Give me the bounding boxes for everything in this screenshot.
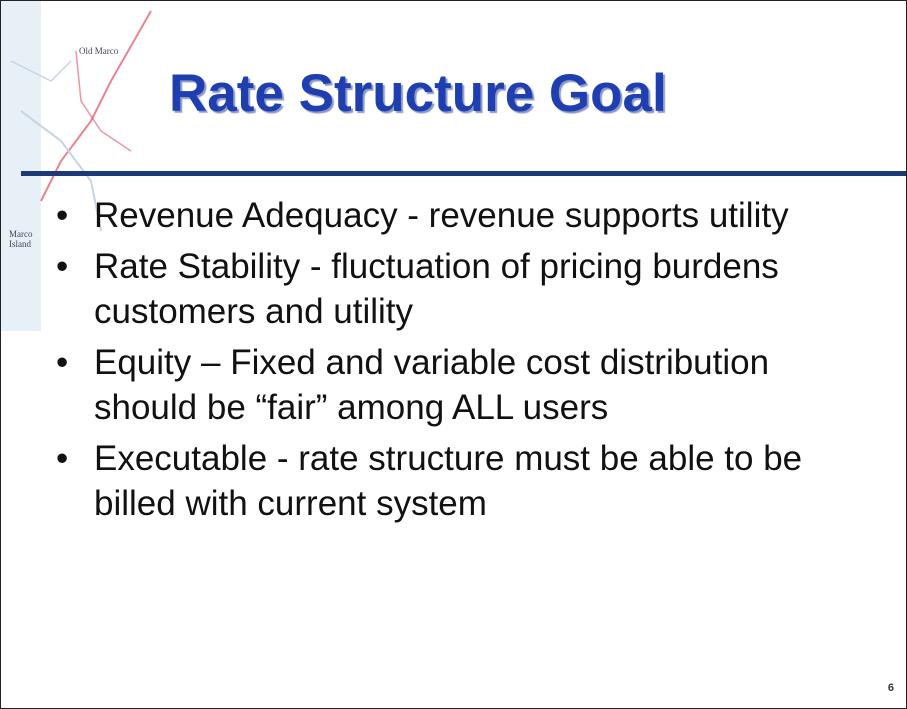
bullet: Rate Stability - fluctuation of pricing …: [56, 244, 856, 334]
bullet: Revenue Adequacy - revenue supports util…: [56, 193, 856, 238]
map-label: Old Marco: [79, 46, 119, 56]
map-label: Marco Island: [9, 229, 33, 249]
bullet: Equity – Fixed and variable cost distrib…: [56, 340, 856, 430]
bullet: Executable - rate structure must be able…: [56, 436, 856, 526]
map-decoration: [1, 1, 152, 331]
slide-title: Rate Structure Goal: [169, 64, 667, 123]
bullet-list: Revenue Adequacy - revenue supports util…: [56, 193, 856, 532]
title-rule: [21, 171, 906, 176]
page-number: 6: [887, 682, 894, 694]
